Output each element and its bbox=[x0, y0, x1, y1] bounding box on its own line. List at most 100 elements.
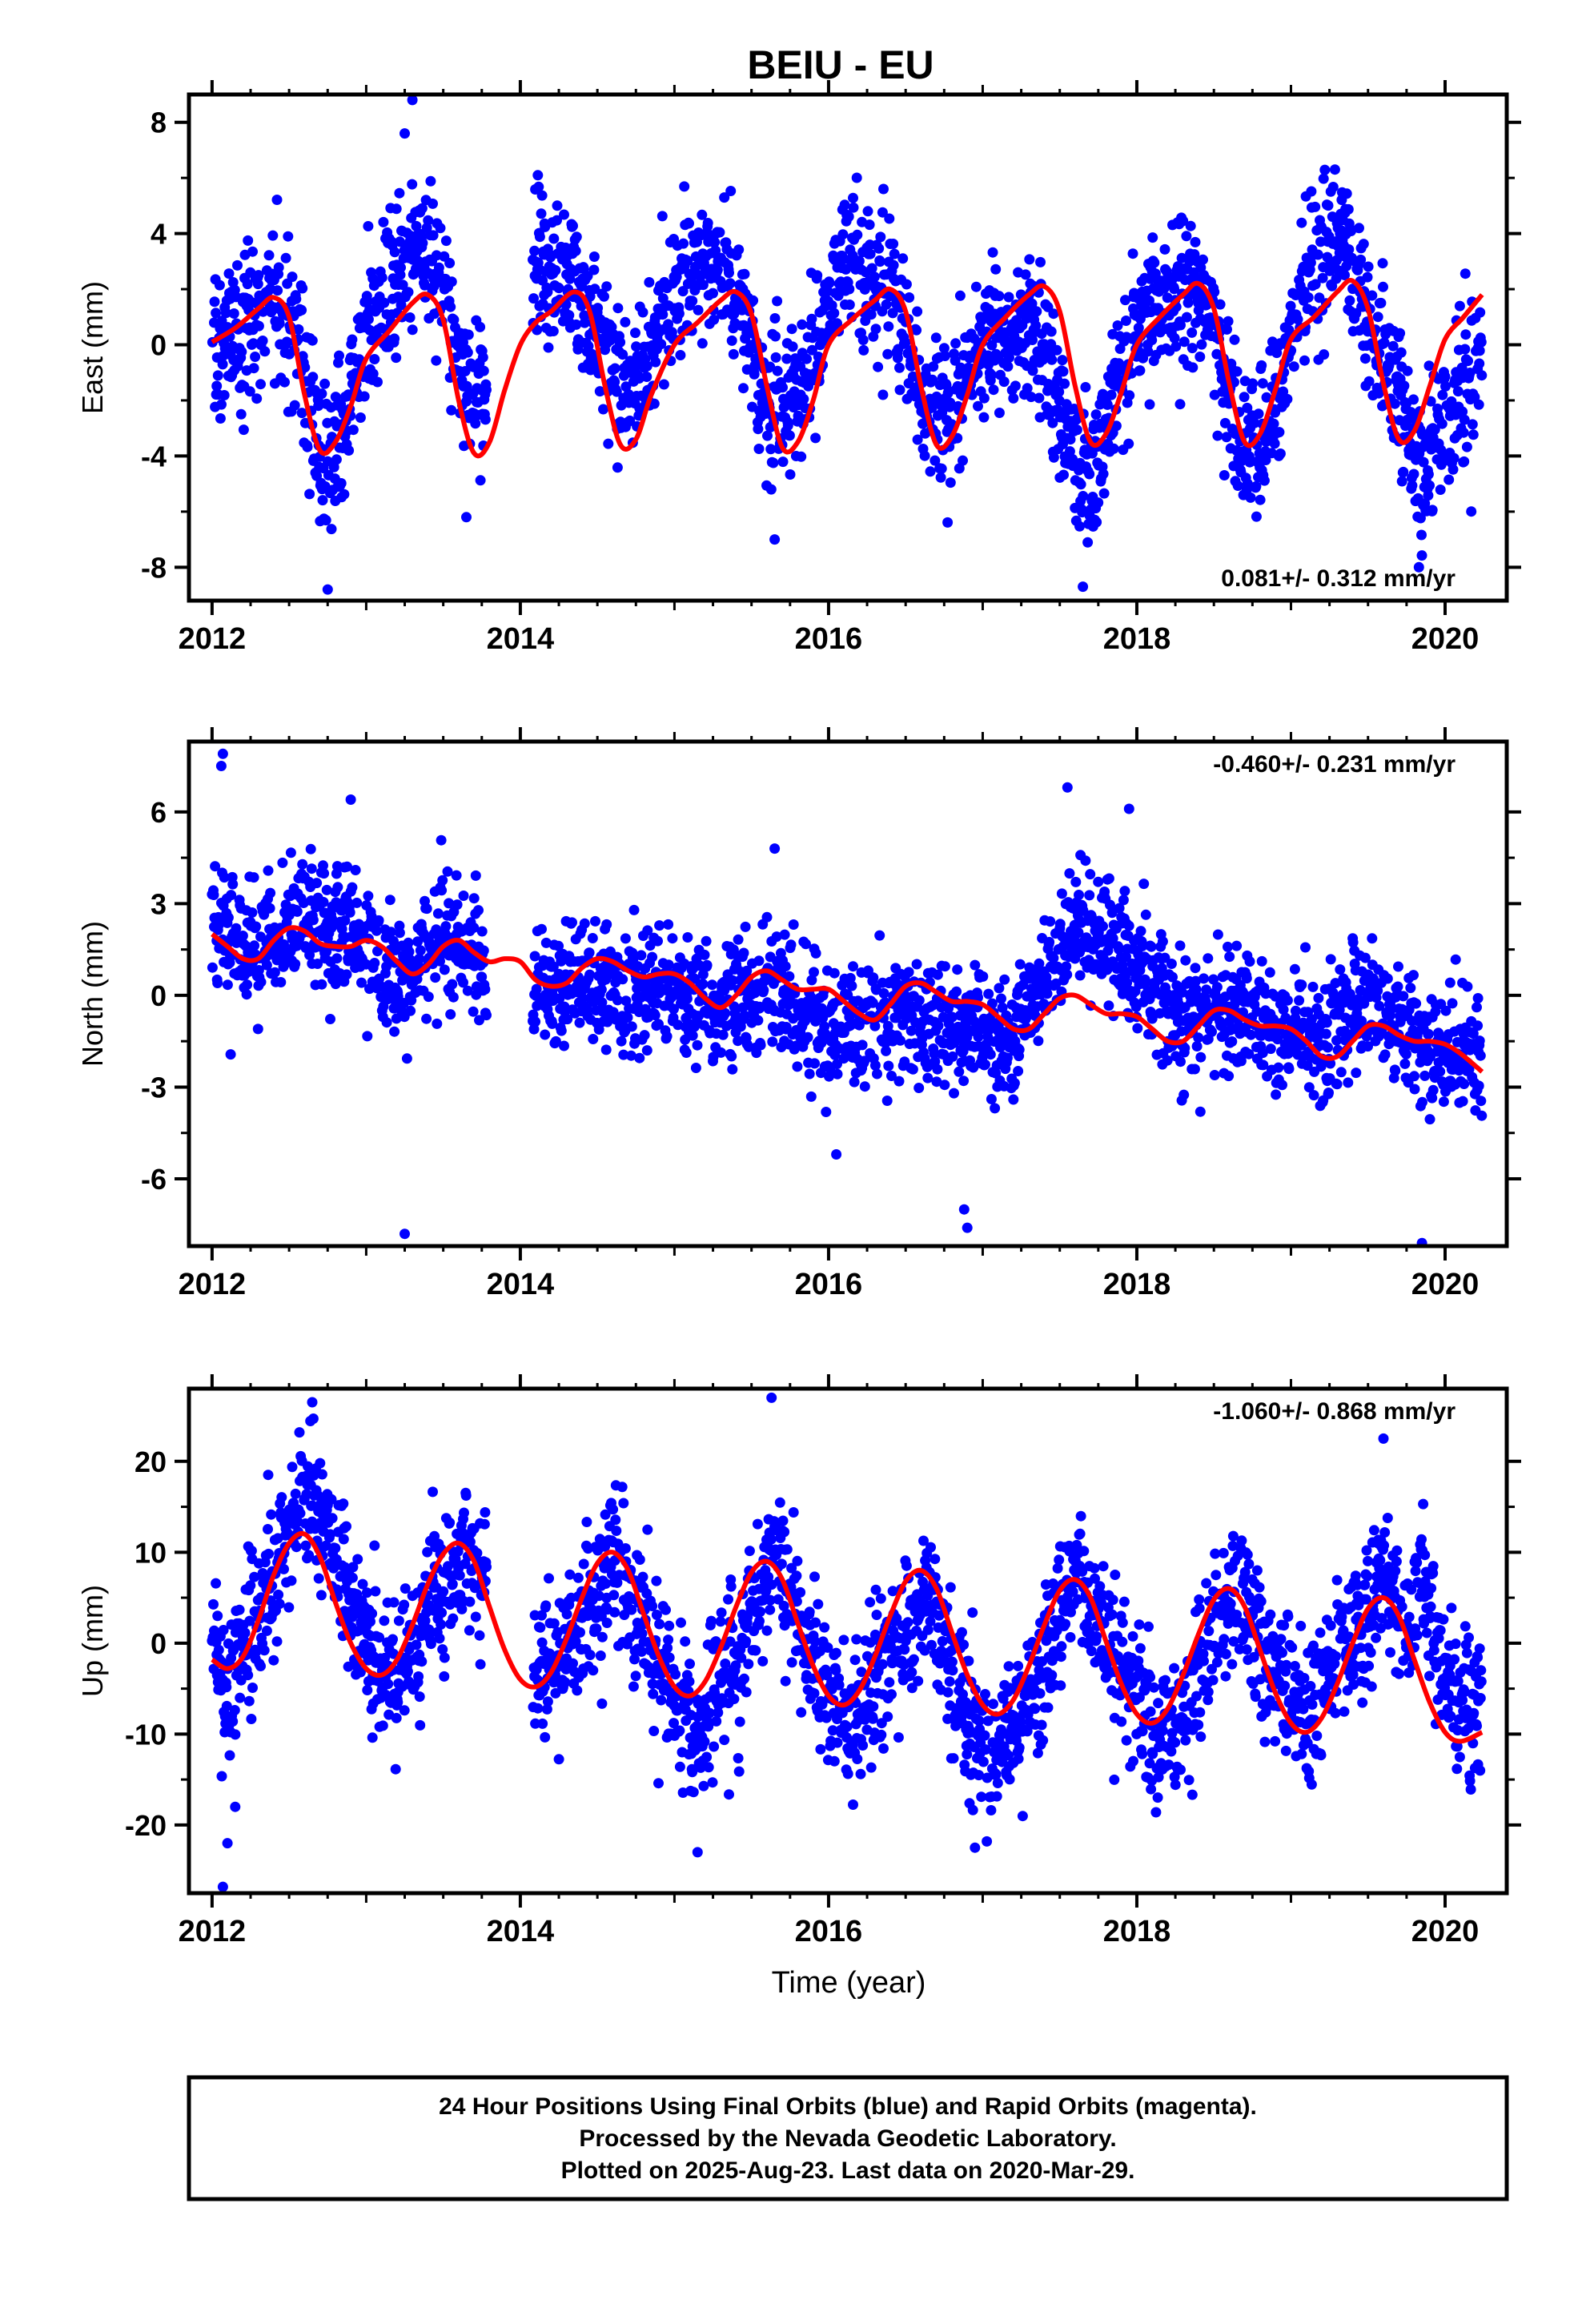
position-dot bbox=[658, 379, 669, 390]
position-dot bbox=[1227, 1036, 1238, 1047]
position-dot bbox=[1219, 470, 1230, 480]
position-dot bbox=[444, 898, 455, 909]
position-dot bbox=[1123, 803, 1134, 814]
position-dot bbox=[1223, 941, 1233, 952]
position-dot bbox=[481, 384, 492, 396]
position-dot bbox=[1048, 452, 1059, 463]
position-dot bbox=[388, 935, 399, 947]
position-dot bbox=[943, 1003, 954, 1014]
position-dot bbox=[1045, 916, 1056, 927]
position-dot bbox=[679, 181, 690, 192]
position-dot bbox=[1303, 292, 1314, 303]
position-dot bbox=[1178, 215, 1189, 227]
east-rate-label: 0.081+/- 0.312 mm/yr bbox=[1221, 565, 1456, 592]
position-dot bbox=[990, 1103, 1001, 1114]
position-dot bbox=[588, 251, 600, 262]
position-dot bbox=[884, 213, 895, 224]
position-dot bbox=[699, 949, 710, 960]
position-dot bbox=[769, 313, 781, 324]
position-dot bbox=[588, 1034, 599, 1044]
position-dot bbox=[1398, 466, 1409, 477]
position-dot bbox=[394, 187, 405, 199]
position-dot bbox=[332, 882, 343, 893]
position-dot bbox=[1299, 355, 1310, 366]
position-dot bbox=[371, 925, 382, 936]
position-dot bbox=[1464, 1063, 1475, 1075]
x-tick-label: 2020 bbox=[1411, 1268, 1480, 1301]
position-dot bbox=[765, 444, 777, 455]
position-dot bbox=[571, 231, 582, 243]
position-dot bbox=[1300, 942, 1311, 953]
position-dot bbox=[618, 1049, 629, 1060]
position-dot bbox=[911, 959, 922, 970]
position-dot bbox=[1042, 988, 1053, 999]
position-dot bbox=[1249, 417, 1260, 428]
position-dot bbox=[1181, 312, 1192, 323]
position-dot bbox=[1084, 890, 1095, 901]
position-dot bbox=[935, 472, 946, 483]
position-dot bbox=[954, 463, 965, 474]
position-dot bbox=[1231, 366, 1243, 377]
position-dot bbox=[362, 1031, 373, 1042]
position-dot bbox=[529, 245, 540, 256]
position-dot bbox=[423, 215, 434, 226]
position-dot bbox=[228, 308, 239, 319]
position-dot bbox=[649, 1010, 661, 1021]
position-dot bbox=[812, 270, 823, 281]
position-dot bbox=[806, 344, 817, 356]
position-dot bbox=[1310, 201, 1321, 212]
x-tick-label: 2014 bbox=[487, 622, 555, 656]
position-dot bbox=[892, 352, 903, 364]
position-dot bbox=[296, 304, 307, 316]
position-dot bbox=[1121, 951, 1131, 963]
position-dot bbox=[431, 250, 442, 261]
position-dot bbox=[1241, 973, 1252, 984]
position-dot bbox=[400, 1228, 410, 1240]
position-dot bbox=[852, 229, 863, 240]
position-dot bbox=[824, 278, 835, 288]
position-dot bbox=[988, 384, 999, 396]
position-dot bbox=[1409, 1084, 1420, 1095]
position-dot bbox=[1294, 995, 1305, 1006]
position-dot bbox=[1244, 456, 1255, 468]
position-dot bbox=[218, 1625, 229, 1635]
position-dot bbox=[1277, 1080, 1287, 1091]
up-position-dots bbox=[207, 1392, 1487, 1892]
position-dot bbox=[1120, 295, 1130, 306]
position-dot bbox=[1359, 998, 1370, 1009]
position-dot bbox=[226, 890, 237, 901]
position-dot bbox=[1399, 380, 1410, 392]
position-dot bbox=[1387, 340, 1399, 352]
position-dot bbox=[445, 301, 456, 312]
position-dot bbox=[1393, 961, 1403, 972]
position-dot bbox=[1167, 971, 1178, 983]
position-dot bbox=[556, 1025, 567, 1036]
position-dot bbox=[1209, 287, 1220, 298]
position-dot bbox=[1174, 940, 1186, 951]
position-dot bbox=[1329, 164, 1340, 175]
position-dot bbox=[227, 1716, 239, 1727]
position-dot bbox=[1475, 307, 1486, 318]
position-dot bbox=[1084, 468, 1095, 480]
position-dot bbox=[1080, 855, 1091, 866]
position-dot bbox=[529, 951, 540, 962]
position-dot bbox=[1244, 956, 1255, 967]
position-dot bbox=[942, 517, 954, 528]
position-dot bbox=[367, 368, 379, 380]
position-dot bbox=[851, 172, 862, 183]
position-dot bbox=[265, 887, 276, 899]
position-dot bbox=[248, 363, 259, 374]
position-dot bbox=[762, 430, 773, 441]
position-dot bbox=[788, 919, 799, 930]
position-dot bbox=[1170, 341, 1182, 352]
position-dot bbox=[1223, 1071, 1235, 1082]
position-dot bbox=[369, 958, 380, 968]
position-dot bbox=[1195, 1106, 1206, 1117]
position-dot bbox=[997, 1002, 1008, 1013]
position-dot bbox=[363, 891, 374, 902]
position-dot bbox=[931, 1076, 942, 1088]
position-dot bbox=[560, 242, 572, 253]
position-dot bbox=[476, 971, 488, 983]
position-dot bbox=[1473, 399, 1484, 410]
position-dot bbox=[1289, 963, 1300, 975]
